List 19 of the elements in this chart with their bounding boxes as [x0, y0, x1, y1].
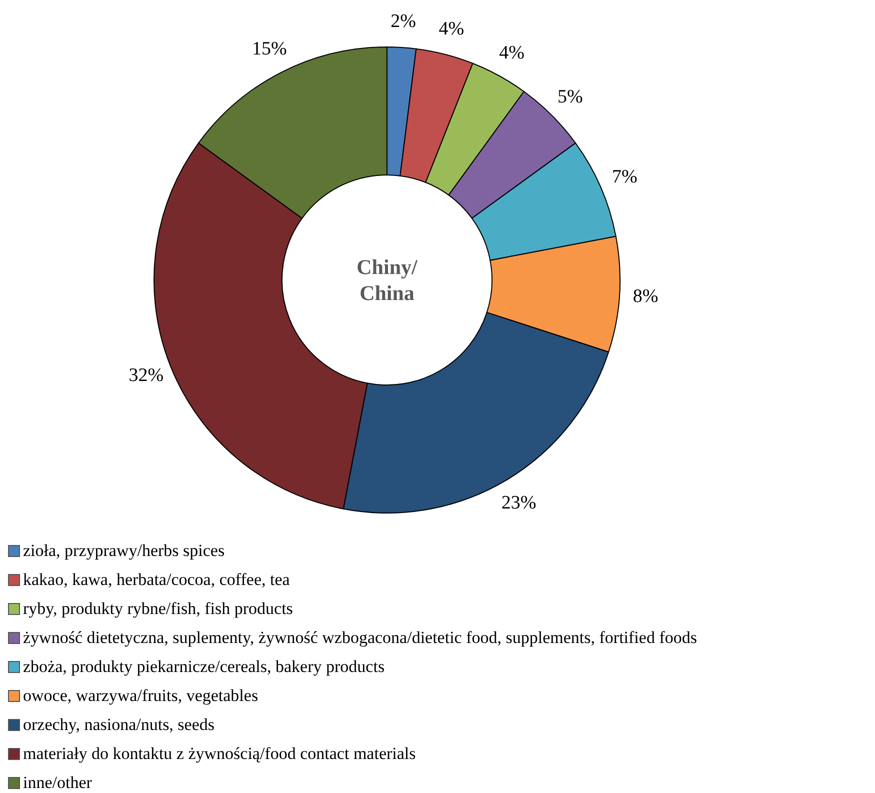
data-label: 15% — [252, 38, 287, 60]
legend-label: inne/other — [23, 772, 92, 793]
legend-label: zioła, przyprawy/herbs spices — [23, 540, 225, 562]
data-label: 4% — [438, 18, 464, 40]
data-label: 7% — [612, 166, 638, 188]
legend-label: materiały do kontaktu z żywnością/food contact materials — [23, 743, 416, 765]
legend-label: zboża, produkty piekarnicze/cereals, bakery products — [23, 656, 385, 678]
data-label: 8% — [632, 286, 658, 307]
legend-label: żywność dietetyczna, suplementy, żywność wzbogacona/dietetic food, supplements, fortified foods — [23, 627, 697, 649]
data-label: 2% — [390, 11, 416, 32]
data-label: 23% — [501, 492, 536, 514]
legend-label: owoce, warzywa/fruits, vegetables — [23, 685, 258, 707]
legend-label: ryby, produkty rybne/fish, fish products — [23, 598, 293, 620]
legend-label: orzechy, nasiona/nuts, seeds — [23, 714, 215, 736]
data-label: 4% — [499, 42, 525, 64]
legend-label: kakao, kawa, herbata/cocoa, coffee, tea — [23, 569, 290, 591]
data-label: 5% — [557, 86, 583, 108]
text: Chiny/ China — [356, 255, 419, 305]
data-label: 32% — [128, 364, 164, 386]
